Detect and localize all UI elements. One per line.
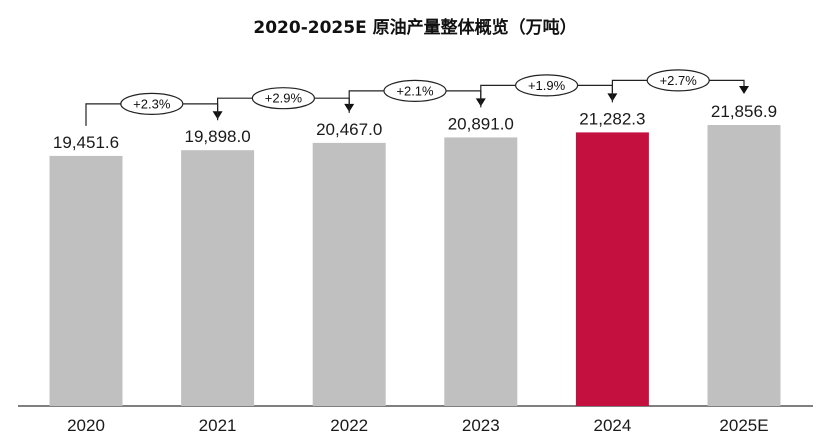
bar-2022 xyxy=(312,142,386,406)
growth-annotations-group: +2.3% +2.9% +2.1% +1.9% +2.7% xyxy=(85,69,749,126)
value-labels-group: 19,451.6 19,898.0 20,467.0 20,891.0 21,282.3… xyxy=(53,102,777,152)
value-label: 21,282.3 xyxy=(579,109,645,128)
growth-label: +1.9% xyxy=(528,78,566,93)
growth-label: +2.1% xyxy=(396,83,434,98)
value-label: 19,451.6 xyxy=(53,133,119,152)
value-label: 20,891.0 xyxy=(448,114,514,133)
x-tick-label: 2023 xyxy=(462,416,500,435)
growth-label: +2.9% xyxy=(265,91,303,106)
chart-title: 2020-2025E 原油产量整体概览（万吨） xyxy=(253,17,576,38)
x-tick-label: 2022 xyxy=(330,416,368,435)
growth-label: +2.3% xyxy=(133,96,171,111)
bar-2024 xyxy=(575,132,649,406)
bar-2020 xyxy=(49,155,123,406)
value-label: 19,898.0 xyxy=(185,127,251,146)
x-tick-label: 2021 xyxy=(199,416,237,435)
x-tick-label: 2025E xyxy=(719,416,768,435)
bar-2023 xyxy=(444,137,518,406)
bar-2025e xyxy=(707,125,781,406)
growth-badge xyxy=(383,79,447,103)
growth-badge xyxy=(251,87,315,110)
bars-group xyxy=(49,125,781,406)
growth-badge xyxy=(514,74,579,97)
growth-label: +2.7% xyxy=(660,73,698,88)
x-tick-labels-group: 2020 2021 2022 2023 2024 2025E xyxy=(67,416,769,435)
growth-arrowhead xyxy=(739,86,749,94)
x-tick-label: 2020 xyxy=(67,416,105,435)
bar-2021 xyxy=(181,150,255,406)
value-label: 20,467.0 xyxy=(316,120,382,139)
growth-badge xyxy=(646,69,710,92)
growth-badge xyxy=(120,92,184,116)
x-tick-label: 2024 xyxy=(593,416,631,435)
value-label: 21,856.9 xyxy=(711,102,777,121)
